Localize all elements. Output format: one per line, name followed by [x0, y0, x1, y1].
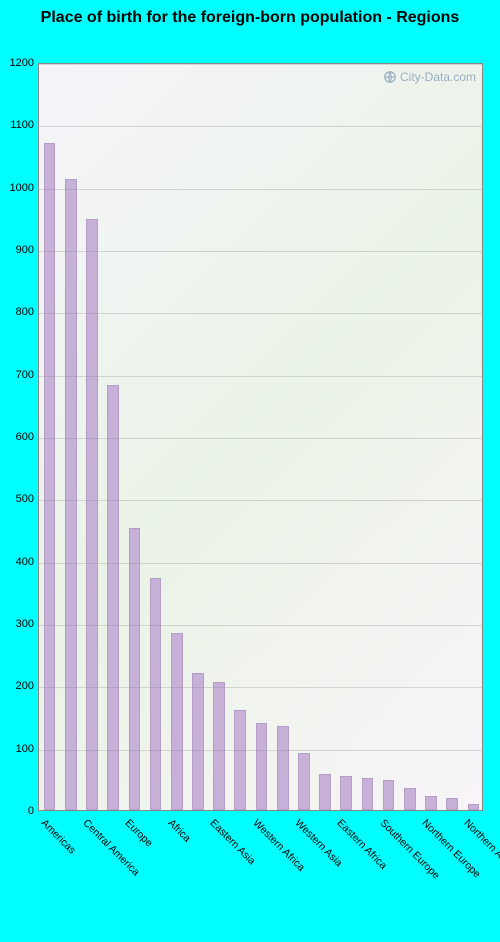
- bar: [340, 776, 352, 810]
- y-tick-label: 500: [4, 493, 34, 505]
- grid-line: [39, 64, 482, 65]
- y-tick-label: 1200: [4, 57, 34, 69]
- grid-line: [39, 438, 482, 439]
- y-tick-label: 100: [4, 743, 34, 755]
- bar: [298, 753, 310, 810]
- y-tick-label: 1000: [4, 182, 34, 194]
- grid-line: [39, 376, 482, 377]
- y-tick-label: 600: [4, 431, 34, 443]
- grid-line: [39, 625, 482, 626]
- x-tick-label: Americas: [38, 817, 77, 856]
- bar: [129, 528, 141, 810]
- y-tick-label: 0: [4, 805, 34, 817]
- y-tick-label: 800: [4, 306, 34, 318]
- chart-title: Place of birth for the foreign-born popu…: [0, 0, 500, 34]
- plot-area: City-Data.com: [38, 63, 483, 811]
- x-tick-label: Africa: [165, 817, 192, 844]
- grid-line: [39, 563, 482, 564]
- bar: [256, 723, 268, 810]
- grid-line: [39, 750, 482, 751]
- y-tick-label: 900: [4, 244, 34, 256]
- grid-line: [39, 126, 482, 127]
- grid-line: [39, 189, 482, 190]
- grid-line: [39, 251, 482, 252]
- bar: [44, 143, 56, 810]
- bar: [362, 778, 374, 810]
- chart-container: Place of birth for the foreign-born popu…: [0, 0, 500, 942]
- grid-line: [39, 687, 482, 688]
- bar: [65, 179, 77, 810]
- y-tick-label: 1100: [4, 119, 34, 131]
- y-tick-label: 700: [4, 369, 34, 381]
- bar: [277, 726, 289, 810]
- bar: [404, 788, 416, 810]
- grid-line: [39, 500, 482, 501]
- bar: [234, 710, 246, 810]
- bar: [86, 219, 98, 810]
- bar: [319, 774, 331, 810]
- bar: [213, 682, 225, 810]
- bar: [383, 780, 395, 810]
- y-tick-label: 400: [4, 556, 34, 568]
- bar: [107, 385, 119, 810]
- bars-layer: [39, 64, 482, 810]
- bar: [425, 796, 437, 810]
- bar: [150, 578, 162, 810]
- y-tick-label: 200: [4, 680, 34, 692]
- x-tick-label: Europe: [123, 817, 155, 849]
- bar: [468, 804, 480, 810]
- y-tick-label: 300: [4, 618, 34, 630]
- grid-line: [39, 313, 482, 314]
- x-labels-layer: AmericasCentral AmericaEuropeAfricaEaste…: [38, 813, 483, 933]
- bar: [171, 633, 183, 810]
- bar: [192, 673, 204, 810]
- bar: [446, 798, 458, 810]
